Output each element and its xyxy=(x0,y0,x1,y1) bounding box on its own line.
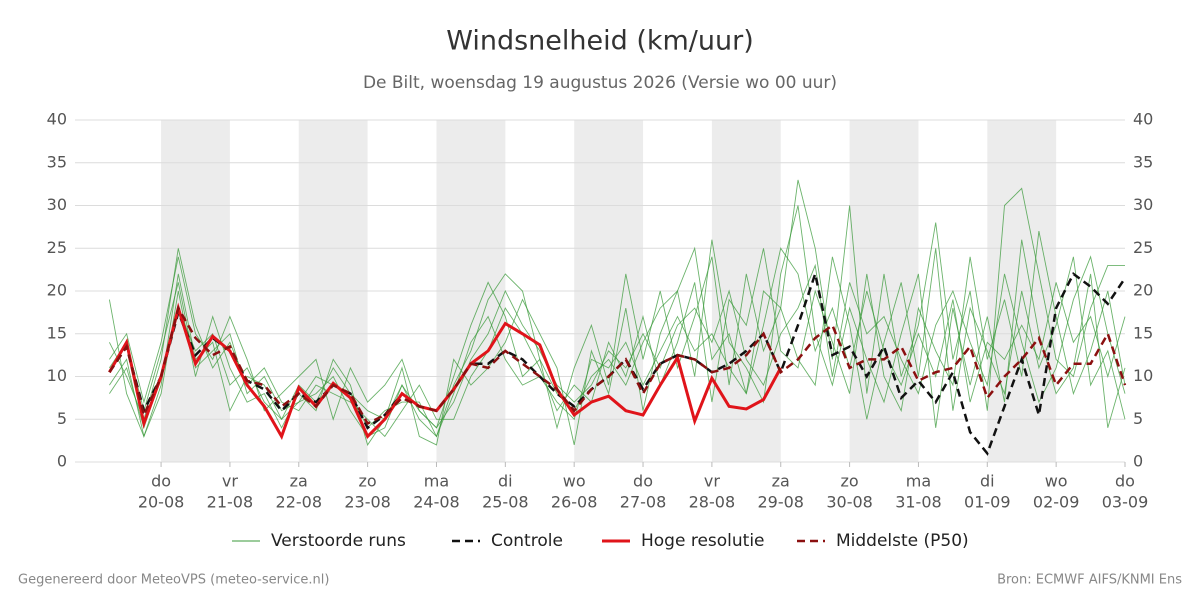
y-tick-label-right: 25 xyxy=(1133,238,1153,257)
y-tick-label: 40 xyxy=(47,110,67,129)
x-tick-date: 26-08 xyxy=(551,493,598,512)
y-tick-label-right: 40 xyxy=(1133,110,1153,129)
x-tick-date: 23-08 xyxy=(344,493,391,512)
x-tick-label: wo xyxy=(1045,472,1068,491)
y-tick-label-right: 0 xyxy=(1133,452,1143,471)
x-tick-date: 31-08 xyxy=(895,493,942,512)
x-tick-date: 03-09 xyxy=(1102,493,1149,512)
y-tick-label: 0 xyxy=(57,452,67,471)
chart-title: Windsnelheid (km/uur) xyxy=(446,26,754,57)
ensemble-line xyxy=(109,205,1126,446)
x-tick-date: 28-08 xyxy=(689,493,736,512)
series-line xyxy=(108,302,783,440)
footer-right: Bron: ECMWF AIFS/KNMI Ens xyxy=(997,573,1182,588)
x-tick-label: vr xyxy=(222,472,238,491)
y-tick-label-right: 30 xyxy=(1133,195,1153,214)
x-tick-date: 30-08 xyxy=(826,493,873,512)
x-tick-date: 02-09 xyxy=(1033,493,1080,512)
x-tick-label: zo xyxy=(840,472,858,491)
y-tick-label: 30 xyxy=(47,195,67,214)
x-tick-label: do xyxy=(1115,472,1135,491)
y-tick-label-right: 15 xyxy=(1133,323,1153,342)
legend-label: Controle xyxy=(491,531,563,551)
y-tick-label-right: 35 xyxy=(1133,152,1153,171)
y-tick-label: 35 xyxy=(47,152,67,171)
x-tick-date: 27-08 xyxy=(620,493,667,512)
y-tick-label: 25 xyxy=(47,238,67,257)
y-tick-label: 20 xyxy=(47,281,67,300)
ensemble-line xyxy=(108,179,1125,438)
x-tick-label: zo xyxy=(359,472,377,491)
x-tick-label: za xyxy=(290,472,308,491)
y-tick-label: 10 xyxy=(47,366,67,385)
x-tick-date: 20-08 xyxy=(138,493,185,512)
legend-label: Middelste (P50) xyxy=(836,531,969,551)
y-tick-label-right: 20 xyxy=(1133,281,1153,300)
ensemble-line xyxy=(109,255,1126,429)
series-line xyxy=(108,304,1127,426)
x-tick-label: vr xyxy=(704,472,720,491)
legend-label: Hoge resolutie xyxy=(641,531,765,551)
ensemble-line xyxy=(109,247,1126,438)
x-tick-date: 21-08 xyxy=(207,493,254,512)
x-tick-date: 29-08 xyxy=(757,493,804,512)
x-tick-label: ma xyxy=(424,472,449,491)
chart-subtitle: De Bilt, woensdag 19 augustus 2026 (Vers… xyxy=(363,73,837,93)
x-tick-label: ma xyxy=(906,472,931,491)
x-tick-label: do xyxy=(151,472,171,491)
x-tick-label: di xyxy=(498,472,513,491)
y-tick-label: 5 xyxy=(57,409,67,428)
x-tick-label: di xyxy=(980,472,995,491)
x-tick-label: wo xyxy=(563,472,586,491)
x-tick-date: 01-09 xyxy=(964,493,1011,512)
x-tick-label: do xyxy=(633,472,653,491)
y-tick-label-right: 5 xyxy=(1133,409,1143,428)
y-tick-label-right: 10 xyxy=(1133,366,1153,385)
x-tick-date: 22-08 xyxy=(276,493,323,512)
y-tick-label: 15 xyxy=(47,323,67,342)
legend-label: Verstoorde runs xyxy=(271,531,406,551)
x-tick-label: za xyxy=(772,472,790,491)
footer-left: Gegenereerd door MeteoVPS (meteo-service… xyxy=(18,573,329,588)
x-tick-date: 24-08 xyxy=(413,493,460,512)
x-tick-date: 25-08 xyxy=(482,493,529,512)
